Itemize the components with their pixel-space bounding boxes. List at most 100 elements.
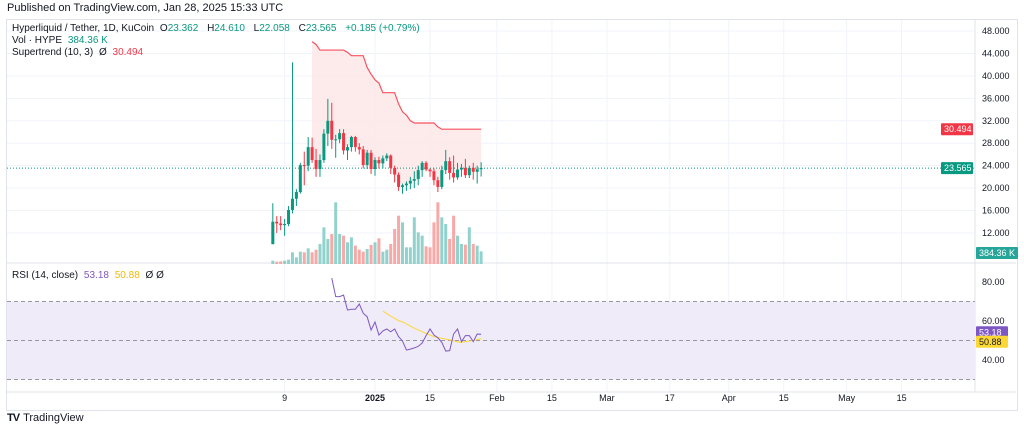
volume-bar [373, 242, 377, 264]
volume-bar [420, 235, 424, 264]
candle-body[interactable] [330, 120, 334, 140]
candle-body[interactable] [452, 172, 456, 178]
candle-body[interactable] [275, 221, 279, 224]
candle-body[interactable] [412, 179, 416, 181]
candle-body[interactable] [306, 147, 310, 166]
candle-body[interactable] [463, 167, 467, 176]
rsi-tag: 53.18 [979, 327, 1002, 337]
candle-body[interactable] [440, 170, 444, 187]
symbol-legend: Hyperliquid / Tether, 1D, KuCoin O23.362… [12, 23, 423, 34]
price-axis-label: 16.000 [982, 206, 1010, 216]
volume-bar [322, 227, 326, 264]
candle-body[interactable] [290, 198, 294, 210]
rsi-label[interactable]: RSI (14, close) [12, 270, 79, 281]
candle-body[interactable] [420, 162, 424, 171]
candle-body[interactable] [349, 137, 353, 148]
candle-body[interactable] [361, 149, 365, 166]
candle-body[interactable] [467, 167, 471, 176]
candle-body[interactable] [432, 171, 436, 181]
candle-body[interactable] [393, 167, 397, 175]
volume-bar [334, 202, 338, 264]
volume-bar [459, 244, 463, 264]
price-axis-label: 28.000 [982, 138, 1010, 148]
volume-bar [389, 244, 393, 264]
candle-body[interactable] [408, 180, 412, 184]
rsi-ma-value: 50.88 [114, 270, 140, 281]
candle-body[interactable] [397, 174, 401, 187]
volume-bar [330, 234, 334, 264]
candle-body[interactable] [381, 158, 385, 164]
candle-body[interactable] [401, 185, 405, 187]
volume-bar [365, 248, 369, 264]
change-value: +0.185 (+0.79%) [345, 23, 420, 34]
rsi-tag-bg [976, 326, 1008, 339]
volume-bar [424, 246, 428, 264]
volume-bar [440, 217, 444, 264]
candle-body[interactable] [326, 120, 330, 134]
candle-body[interactable] [424, 162, 428, 170]
candle-body[interactable] [436, 180, 440, 187]
volume-bar [353, 245, 357, 264]
volume-bar [314, 249, 318, 264]
candle-body[interactable] [389, 155, 393, 168]
candle-body[interactable] [322, 133, 326, 161]
supertrend-label[interactable]: Supertrend (10, 3) [12, 47, 94, 58]
time-axis-label: 15 [425, 393, 435, 403]
candle-body[interactable] [314, 160, 318, 170]
candle-body[interactable] [475, 169, 479, 172]
candle-body[interactable] [377, 160, 381, 164]
candle-body[interactable] [318, 160, 322, 170]
candle-body[interactable] [369, 152, 373, 170]
price-axis-label: 32.000 [982, 116, 1010, 126]
candle-body[interactable] [310, 147, 314, 161]
candle-body[interactable] [471, 167, 475, 172]
candle-body[interactable] [365, 152, 369, 166]
volume-bar [326, 238, 330, 264]
volume-bar [342, 235, 346, 264]
candle-body[interactable] [271, 221, 275, 245]
candle-body[interactable] [353, 137, 357, 148]
volume-bar [397, 215, 401, 264]
last-price-tag-bg [941, 162, 973, 175]
time-axis-label: May [838, 393, 856, 403]
candle-body[interactable] [294, 192, 298, 199]
candle-body[interactable] [302, 165, 306, 167]
symbol-title[interactable]: Hyperliquid / Tether, 1D, KuCoin [12, 23, 155, 34]
rsi-axis-label: 40.00 [982, 355, 1005, 365]
candle-body[interactable] [456, 169, 460, 178]
volume-legend: Vol · HYPE 384.36 K [12, 35, 111, 46]
last-price-tag: 23.565 [944, 163, 972, 173]
candle-body[interactable] [345, 147, 349, 151]
volume-bar [357, 249, 361, 264]
volume-bar [475, 245, 479, 264]
volume-bar [361, 251, 365, 264]
candle-body[interactable] [404, 183, 408, 186]
candle-body[interactable] [448, 161, 452, 173]
volume-label[interactable]: Vol · HYPE [12, 35, 63, 46]
candle-body[interactable] [283, 223, 287, 226]
candle-body[interactable] [334, 139, 338, 141]
price-axis-label: 24.000 [982, 161, 1010, 171]
volume-bar [290, 252, 294, 264]
candle-body[interactable] [287, 209, 291, 224]
candle-body[interactable] [416, 170, 420, 180]
time-axis-label: 15 [547, 393, 557, 403]
volume-bar [345, 242, 349, 264]
candle-body[interactable] [385, 155, 389, 159]
candle-body[interactable] [373, 160, 377, 170]
candle-body[interactable] [298, 165, 302, 193]
candle-body[interactable] [444, 161, 448, 171]
candle-body[interactable] [342, 133, 346, 151]
candle-body[interactable] [459, 167, 463, 170]
candle-body[interactable] [479, 168, 483, 170]
candle-body[interactable] [338, 133, 342, 140]
rsi-axis-label: 80.00 [982, 277, 1005, 287]
candle-body[interactable] [357, 147, 361, 150]
volume-bar [432, 222, 436, 264]
volume-tag: 384.36 K [979, 248, 1015, 258]
candle-body[interactable] [428, 169, 432, 172]
candle-body[interactable] [279, 223, 283, 226]
tradingview-logo: TV TradingView [7, 412, 84, 424]
rsi-ma-tag-bg [976, 335, 1008, 348]
